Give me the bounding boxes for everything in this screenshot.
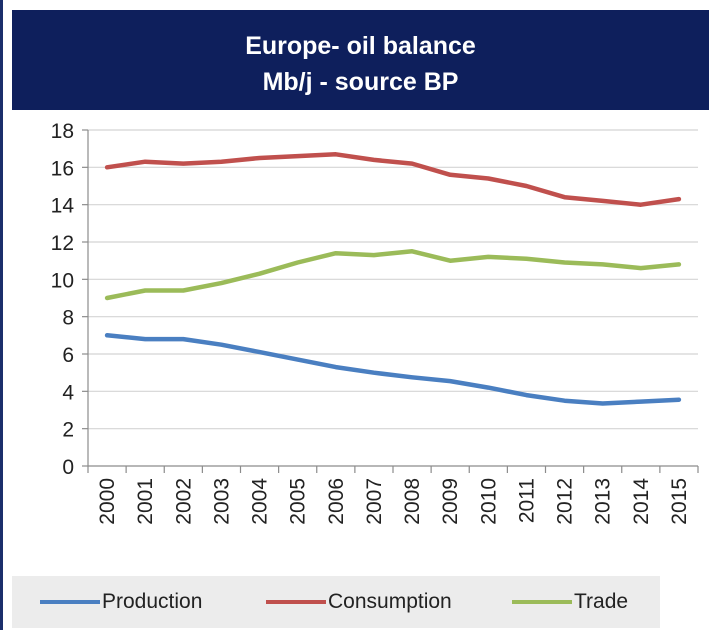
legend-swatch-consumption [266, 600, 326, 604]
y-tick-label: 10 [51, 269, 74, 292]
x-tick-label: 2009 [439, 478, 462, 525]
x-tick-label: 2013 [592, 478, 615, 525]
x-tick-label: 2007 [363, 478, 386, 525]
title-banner: Europe- oil balance Mb/j - source BP [12, 10, 709, 110]
legend-label-trade: Trade [574, 590, 629, 613]
x-tick-label: 2003 [210, 478, 233, 525]
left-border [0, 0, 3, 630]
x-tick-label: 2002 [172, 478, 195, 525]
x-tick-label: 2008 [401, 478, 424, 525]
legend-item-consumption: Consumption [266, 588, 452, 616]
y-tick-label: 4 [62, 381, 74, 404]
y-tick-label: 0 [62, 456, 74, 479]
legend-swatch-trade [512, 600, 572, 604]
chart-title: Europe- oil balance [245, 32, 476, 60]
x-tick-label: 2011 [515, 478, 538, 523]
y-tick-label: 18 [51, 120, 74, 143]
x-tick-label: 2001 [134, 478, 157, 525]
x-tick-label: 2012 [554, 478, 577, 525]
x-tick-label: 2005 [287, 478, 310, 525]
legend-swatch-production [40, 600, 100, 604]
legend-item-trade: Trade [512, 588, 628, 616]
series-line-consumption [104, 152, 682, 207]
x-tick-label: 2006 [325, 478, 348, 525]
series-line-production [104, 333, 682, 406]
y-tick-label: 6 [62, 344, 74, 367]
legend-item-production: Production [40, 588, 202, 616]
y-tick-label: 2 [62, 419, 74, 442]
chart-subtitle: Mb/j - source BP [262, 68, 459, 96]
x-tick-label: 2010 [477, 478, 500, 525]
legend: Production Consumption Trade [12, 576, 660, 628]
y-tick-label: 16 [51, 157, 74, 180]
series-line-trade [104, 249, 682, 301]
legend-label-production: Production [102, 590, 203, 613]
y-tick-label: 12 [51, 232, 74, 255]
x-tick-label: 2000 [96, 478, 119, 525]
y-tick-label: 14 [51, 195, 75, 218]
x-tick-label: 2015 [668, 478, 691, 525]
y-tick-label: 8 [62, 307, 74, 330]
legend-label-consumption: Consumption [328, 590, 452, 613]
x-tick-label: 2014 [630, 478, 653, 525]
x-tick-label: 2004 [249, 478, 272, 525]
